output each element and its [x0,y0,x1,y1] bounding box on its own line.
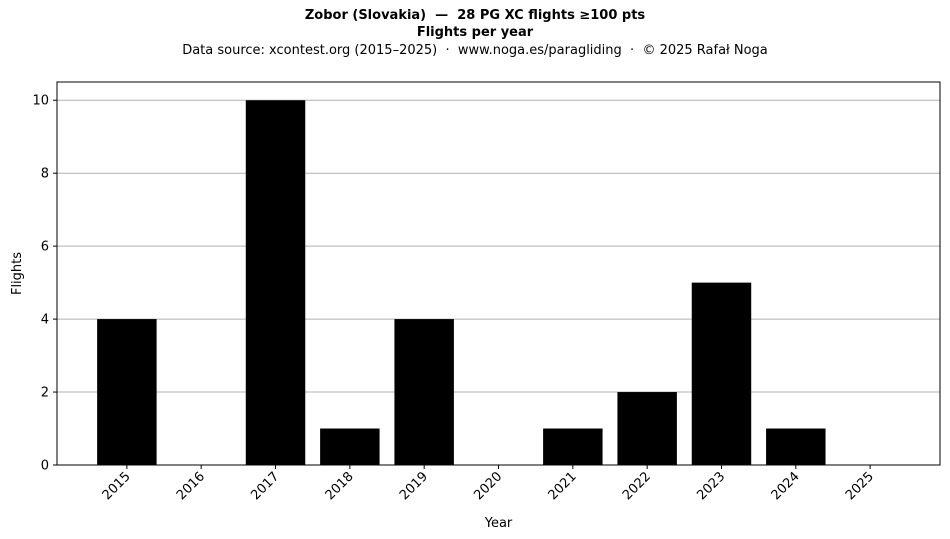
y-axis: 0 2 4 6 8 10 [32,94,57,474]
x-tick-label: 2023 [694,469,728,503]
x-axis-label: Year [484,516,513,531]
bar [320,428,380,465]
y-tick-label: 0 [41,459,49,474]
x-tick-label: 2019 [397,469,431,503]
chart-title: Zobor (Slovakia) — 28 PG XC flights ≥100… [304,8,646,23]
y-axis-label: Flights [10,252,25,295]
bar [617,392,677,465]
y-tick-label: 10 [32,94,49,109]
x-tick-label: 2022 [620,469,654,503]
chart-subtitle: Flights per year [416,25,534,40]
x-tick-label: 2020 [471,469,505,503]
x-tick-label: 2017 [248,469,282,503]
bar [97,319,157,465]
y-tick-label: 2 [41,386,49,401]
bar [394,319,454,465]
y-tick-label: 4 [41,313,49,328]
x-tick-label: 2016 [174,469,208,503]
x-tick-label: 2024 [769,469,803,503]
y-tick-label: 6 [41,240,49,255]
x-axis: 2015 2016 2017 2018 2019 2020 2021 2022 2023 2024… [100,465,877,503]
data-source-note: Data source: xcontest.org (2015–2025) · … [182,43,768,58]
bar [245,100,306,465]
bars [97,100,826,465]
x-tick-label: 2015 [100,469,134,503]
x-tick-label: 2018 [323,469,357,503]
bar [543,428,603,465]
gridlines [57,99,940,466]
bar [691,282,752,465]
bar [766,428,826,465]
x-tick-label: 2025 [843,469,877,503]
x-tick-label: 2021 [546,469,580,503]
y-tick-label: 8 [41,167,49,182]
plot-frame [56,81,941,466]
